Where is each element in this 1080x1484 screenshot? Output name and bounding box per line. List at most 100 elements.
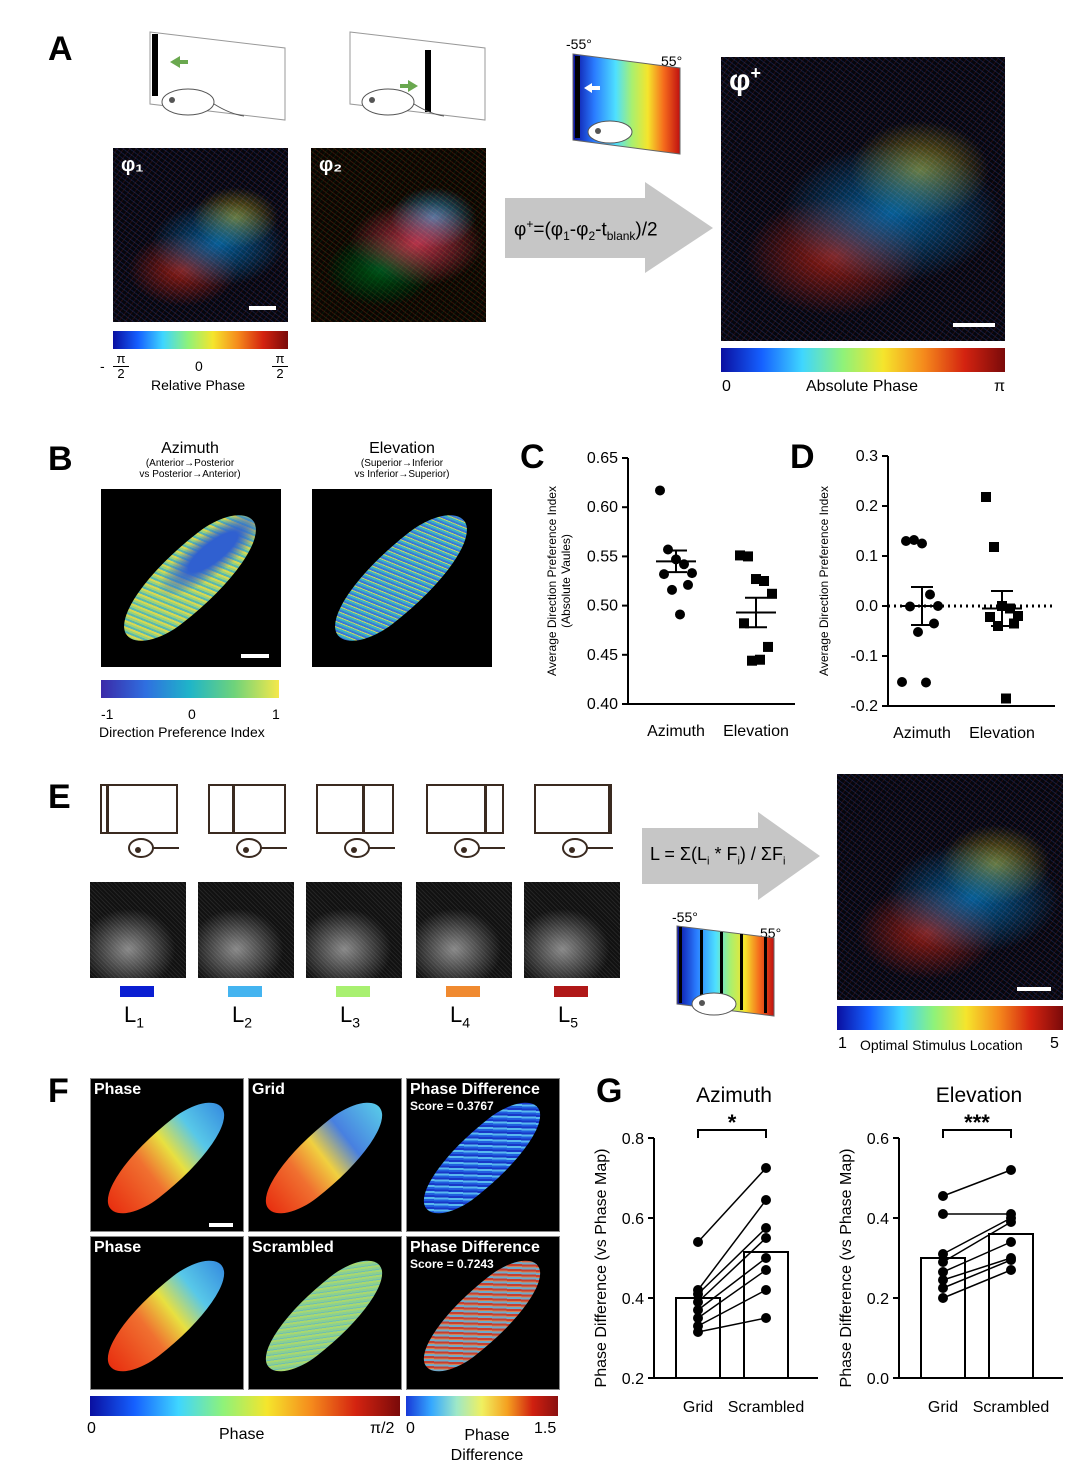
phase-min: 0 xyxy=(87,1420,96,1437)
loc-min: 1 xyxy=(838,1035,847,1052)
f-phase-2: Phase xyxy=(90,1236,244,1390)
abs-phase-label: Absolute Phase xyxy=(806,378,919,395)
data-point xyxy=(925,589,935,600)
y-tick-label: 0.4 xyxy=(622,1291,644,1308)
stimulus-response-image-3 xyxy=(306,882,402,978)
e-deg-left: -55° xyxy=(672,909,698,925)
zebrafish-icon xyxy=(344,838,395,858)
chart-title: Azimuth xyxy=(696,1084,772,1107)
data-point xyxy=(1013,611,1023,621)
chart-g-elevation: Elevation 0.0 0.2 0.4 0.6 Phase Difference (v… xyxy=(838,1084,1063,1416)
phase-max: π/2 xyxy=(370,1420,395,1437)
data-point xyxy=(761,1223,771,1233)
dpi-min: -1 xyxy=(101,706,114,722)
data-point xyxy=(938,1249,948,1259)
chart-d: -0.2 -0.1 0.0 0.1 0.2 0.3 Average Direction Pr… xyxy=(817,448,1055,742)
y-tick-label: 0.60 xyxy=(587,499,618,516)
data-point xyxy=(761,1285,771,1295)
location-colorbar xyxy=(837,1006,1063,1030)
paired-line xyxy=(697,1199,767,1291)
data-point xyxy=(897,677,907,687)
panel-label-a: A xyxy=(48,30,73,68)
y-axis-label: Average Direction Preference Index xyxy=(545,486,559,676)
data-point xyxy=(938,1283,948,1293)
y-axis-label: Phase Difference (vs Phase Map) xyxy=(838,1149,855,1388)
x-tick-label: Azimuth xyxy=(647,723,705,740)
rel-phase-min-sign: - xyxy=(100,358,105,374)
paired-line xyxy=(942,1269,1012,1299)
data-point xyxy=(751,574,761,585)
y-tick-label: -0.2 xyxy=(850,698,878,715)
data-point xyxy=(687,568,697,579)
location-swatch-4 xyxy=(446,986,480,997)
f-scrambled: Scrambled xyxy=(248,1236,402,1390)
scale-bar xyxy=(1017,987,1051,991)
data-point xyxy=(693,1237,703,1247)
y-tick-label: 0.6 xyxy=(622,1211,644,1228)
y-tick-label: 0.2 xyxy=(867,1291,889,1308)
y-axis-label: Phase Difference (vs Phase Map) xyxy=(593,1149,610,1388)
elevation-dpi-map xyxy=(312,489,492,667)
significance-label: *** xyxy=(964,1110,990,1135)
y-tick-label: 0.0 xyxy=(867,1371,889,1388)
data-point xyxy=(761,1163,771,1173)
data-point xyxy=(659,569,669,580)
absolute-phase-colorbar xyxy=(721,348,1005,372)
loc-label: Optimal Stimulus Location xyxy=(860,1037,1023,1053)
paired-line xyxy=(942,1241,1012,1273)
data-point xyxy=(693,1297,703,1307)
data-point xyxy=(1006,1255,1016,1265)
panel-label-c: C xyxy=(520,438,545,476)
paired-line xyxy=(697,1237,767,1303)
y-axis-label-2: (Absolute Vaules) xyxy=(559,534,573,628)
panel-label-e: E xyxy=(48,778,71,816)
data-point xyxy=(938,1191,948,1201)
zebrafish-icon xyxy=(236,838,287,858)
data-point xyxy=(693,1305,703,1315)
stimulus-screen-1-icon xyxy=(100,784,178,834)
y-tick-label: 0.50 xyxy=(587,598,618,615)
paired-line xyxy=(697,1269,767,1319)
data-point xyxy=(981,492,991,502)
dpi-label: Direction Preference Index xyxy=(99,724,265,740)
x-tick-label: Scrambled xyxy=(728,1399,804,1416)
stimulus-response-image-2 xyxy=(198,882,294,978)
data-point xyxy=(693,1313,703,1323)
phase-label: Phase xyxy=(219,1426,265,1443)
data-point xyxy=(761,1233,771,1243)
data-point xyxy=(901,536,911,546)
zebrafish-icon xyxy=(128,838,179,858)
data-point xyxy=(683,579,693,590)
deg-right-label: 55° xyxy=(661,53,683,69)
stimulus-response-image-1 xyxy=(90,882,186,978)
y-tick-label: 0.2 xyxy=(622,1371,644,1388)
azimuth-header: Azimuth (Anterior→Posterior vs Posterior… xyxy=(139,440,241,480)
f-phase-diff-2: Phase Difference Score = 0.7243 xyxy=(406,1236,560,1390)
data-point xyxy=(917,538,927,549)
data-point xyxy=(938,1267,948,1277)
relative-phase-colorbar xyxy=(113,331,288,349)
data-point xyxy=(929,618,939,629)
x-tick-label: Grid xyxy=(683,1399,713,1416)
y-tick-label: 0.40 xyxy=(587,696,618,713)
data-point xyxy=(1001,693,1011,704)
data-point xyxy=(761,1253,771,1263)
azimuth-dpi-map xyxy=(101,489,281,667)
y-axis-label: Average Direction Preference Index xyxy=(817,486,831,676)
paired-line xyxy=(942,1257,1012,1281)
y-tick-label: 0.55 xyxy=(587,548,618,565)
phi1-label: φ₁ xyxy=(121,154,144,176)
location-label-2: L2 xyxy=(232,1002,253,1031)
paired-line xyxy=(697,1257,767,1311)
elevation-leaf xyxy=(314,501,488,655)
rel-phase-label: Relative Phase xyxy=(151,377,246,393)
significance-bracket xyxy=(942,1129,1012,1138)
x-tick-label: Grid xyxy=(928,1399,958,1416)
y-tick-label: 0.2 xyxy=(856,498,878,515)
paired-line xyxy=(942,1169,1012,1197)
stimulus-screen-3-icon xyxy=(316,784,394,834)
data-point xyxy=(1006,1237,1016,1247)
striped-stimulus-icon xyxy=(676,925,775,1017)
rel-phase-mid: 0 xyxy=(195,358,203,374)
phi2-label: φ₂ xyxy=(319,154,343,176)
